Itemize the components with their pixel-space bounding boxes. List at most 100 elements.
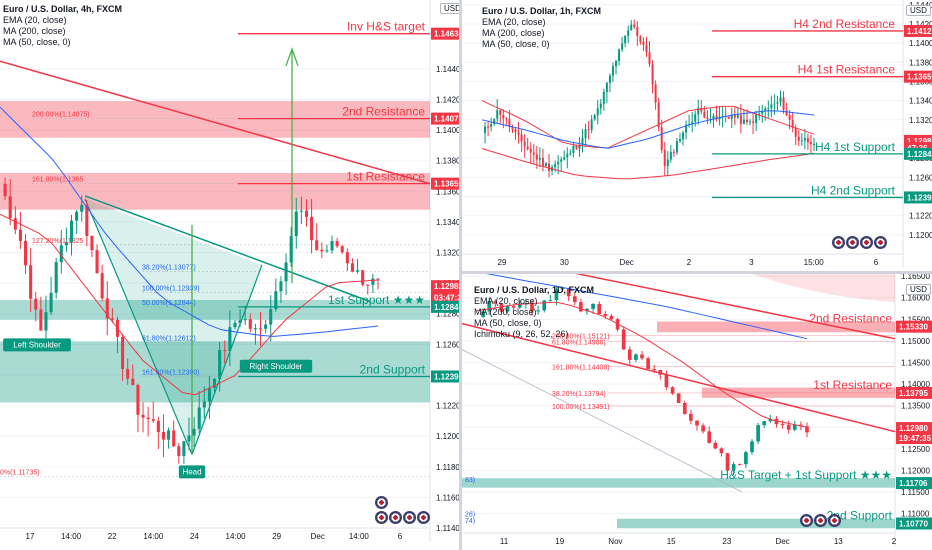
x-tick-label: 23 xyxy=(722,537,731,546)
candle-4h-body xyxy=(59,245,63,263)
candle-1h-body xyxy=(490,124,493,127)
chart-1h-panel[interactable]: 1.120001.122001.124001.126001.128001.130… xyxy=(462,0,932,271)
chart-4h-level-label: 1st Support ★★★ xyxy=(328,293,425,307)
chart-1d-canvas[interactable]: 1.110001.115001.120001.125001.130001.135… xyxy=(462,274,932,550)
chart-4h-price-tag xyxy=(431,370,459,383)
chart-1d-price-tag xyxy=(896,320,932,333)
candle-1h-body xyxy=(749,121,752,123)
candle-4h-body xyxy=(294,211,298,237)
candle-4h-body xyxy=(258,328,263,330)
candle-1h-body xyxy=(484,126,487,134)
chart-4h-level-label: 2nd Resistance xyxy=(342,105,425,119)
candle-1h-body xyxy=(712,115,715,119)
x-tick-label: 14:00 xyxy=(226,532,247,541)
chart-1d-price-tag xyxy=(896,386,932,399)
candle-1h-body xyxy=(584,129,587,139)
chart-1d-currency-button[interactable]: USD xyxy=(906,284,931,295)
neckline xyxy=(84,195,371,303)
candle-1h-body xyxy=(520,134,523,142)
chart-4h-currency-button[interactable]: USD xyxy=(440,3,459,14)
fib-label: 200.00%(1.15121) xyxy=(552,334,610,341)
candle-4h-body xyxy=(69,220,74,243)
zone-band xyxy=(657,321,895,333)
y-tick-label: 1.13400 xyxy=(909,97,932,106)
y-tick-label: 1.13600 xyxy=(436,187,459,196)
fib-label: 38.20%(1.13794) xyxy=(552,391,606,398)
chart-1h-indicator-ema: EMA (20, close) xyxy=(482,17,546,27)
candle-4h-body xyxy=(75,211,79,221)
candle-1h-body xyxy=(657,102,660,128)
candle-1h-body xyxy=(532,152,535,155)
candle-1h-body xyxy=(797,136,800,141)
candle-4h-body xyxy=(315,240,319,250)
candle-1h-body xyxy=(554,164,557,168)
fib-edge-label: 74) xyxy=(465,518,475,525)
chart-4h-indicator-ma50: MA (50, close, 0) xyxy=(3,37,71,47)
zone-band xyxy=(0,101,430,138)
chart-4h-price-tag-label: 1.13650 xyxy=(434,180,459,189)
candle-4h-body xyxy=(80,204,84,212)
candle-1h-body xyxy=(645,44,648,53)
candle-4h-body xyxy=(218,349,222,379)
flag-icon xyxy=(800,514,813,527)
fib-label: 161.80%(1.1365 xyxy=(32,177,83,184)
candle-4h-body xyxy=(376,278,380,280)
chart-1d-price-tag-label: 19:47:35 xyxy=(899,434,932,443)
y-tick-label: 1.12200 xyxy=(909,212,932,221)
candle-4h-body xyxy=(325,250,329,252)
candle-1h-body xyxy=(633,24,636,28)
candle-1h-body xyxy=(493,118,496,125)
x-tick-label: 2 xyxy=(687,258,692,267)
fib-label: 100.00%(1.13491) xyxy=(552,404,610,411)
candle-1d-body xyxy=(701,425,705,432)
candle-4h-body xyxy=(136,384,140,415)
candle-1h-body xyxy=(599,103,602,109)
x-tick-label: 3 xyxy=(749,258,754,267)
trendline-resistance xyxy=(0,60,431,185)
fib-label: 161.80%(1.14408) xyxy=(552,364,610,371)
chart-1d-price-tag xyxy=(896,422,932,435)
fib-edge-label: 26) xyxy=(465,512,475,519)
candle-1d-body xyxy=(695,420,699,426)
chart-1h-currency-button[interactable]: USD xyxy=(906,5,931,16)
candle-1d-body xyxy=(579,302,583,312)
candle-1d-body xyxy=(774,418,779,425)
candle-4h-body xyxy=(85,204,89,236)
candle-4h-body xyxy=(100,273,104,299)
candle-1h-body xyxy=(624,35,627,44)
chart-4h-price-tag xyxy=(431,300,459,313)
candle-4h-body xyxy=(24,240,28,266)
pattern-badge xyxy=(178,465,206,479)
candle-1h-body xyxy=(809,142,812,145)
candle-4h-body xyxy=(238,320,242,323)
candle-1h-body xyxy=(685,124,688,133)
candle-4h-body xyxy=(340,246,344,253)
chart-4h-canvas[interactable]: 1.114001.116001.118001.120001.122001.124… xyxy=(0,0,459,550)
candle-1h-body xyxy=(517,131,520,135)
chart-1d-panel[interactable]: 1.110001.115001.120001.125001.130001.135… xyxy=(462,274,932,550)
zone-band xyxy=(617,518,895,529)
candle-1h-body xyxy=(575,145,578,149)
candle-1d-body xyxy=(646,358,650,369)
candle-1d-body xyxy=(487,301,492,312)
panel-divider-horizontal[interactable] xyxy=(462,271,932,274)
panel-divider-vertical[interactable] xyxy=(459,0,462,550)
candle-1h-body xyxy=(499,110,502,115)
x-tick-label: Dec xyxy=(775,537,789,546)
chart-1h-level-label: H4 2nd Support xyxy=(811,183,896,197)
candle-1h-body xyxy=(800,140,803,142)
chart-4h-panel[interactable]: 1.114001.116001.118001.120001.122001.124… xyxy=(0,0,459,550)
candle-1d-body xyxy=(719,448,724,454)
candle-4h-body xyxy=(182,441,186,457)
x-tick-label: 30 xyxy=(560,258,569,267)
candle-1h-body xyxy=(776,102,779,104)
x-tick-label: 6 xyxy=(874,258,879,267)
chart-4h-price-tag xyxy=(431,291,459,304)
candle-1h-body xyxy=(615,60,618,67)
candle-1d-body xyxy=(585,308,589,312)
candle-4h-body xyxy=(90,235,94,251)
chart-1d-indicator-ichimoku: Ichimoku (9, 26, 52, 26) xyxy=(474,329,569,339)
candle-1h-body xyxy=(730,114,733,119)
flag-icon xyxy=(874,236,887,249)
candle-1h-body xyxy=(523,141,526,147)
